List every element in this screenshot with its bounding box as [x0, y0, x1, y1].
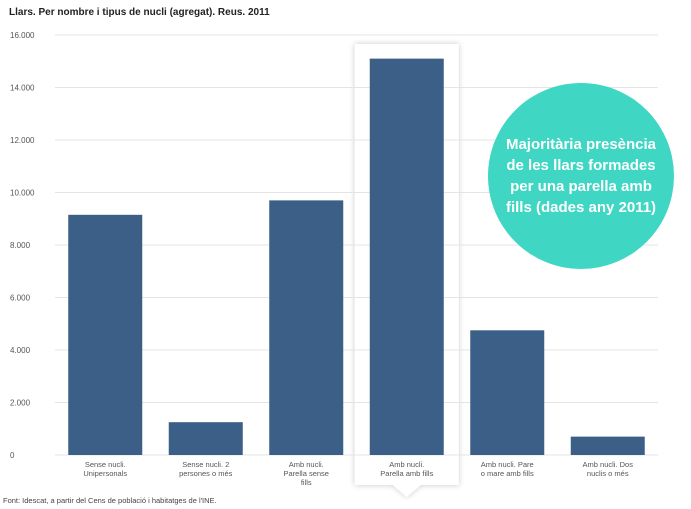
source-note: Font: Idescat, a partir del Cens de pobl…	[3, 496, 217, 505]
x-tick-label: Amb nucli. Pare o mare amb fills	[481, 460, 534, 478]
highlight-callout-bubble: Majoritària presència de les llars forma…	[488, 83, 674, 269]
x-tick-label: Amb nucli. Dos nuclis o més	[583, 460, 634, 478]
chart-title: Llars. Per nombre i tipus de nucli (agre…	[9, 7, 270, 18]
y-tick-label: 12.000	[10, 136, 35, 145]
bar	[369, 58, 444, 455]
x-tick-label: Sense nucli. 2 persones o més	[179, 460, 233, 478]
y-tick-label: 6.000	[10, 294, 31, 303]
y-tick-label: 2.000	[10, 399, 31, 408]
x-tick-label: Amb nucli. Parella sense fills	[284, 460, 329, 487]
bar	[470, 330, 545, 455]
bar	[269, 200, 344, 455]
y-tick-label: 8.000	[10, 241, 31, 250]
callout-text: Majoritària presència de les llars forma…	[505, 136, 657, 216]
y-tick-label: 14.000	[10, 84, 35, 93]
y-tick-label: 4.000	[10, 346, 31, 355]
bar	[68, 214, 143, 455]
y-tick-label: 0	[10, 451, 15, 460]
y-tick-label: 16.000	[10, 31, 35, 40]
x-tick-label: Amb nucli. Parella amb fills	[380, 460, 433, 478]
bar	[168, 422, 243, 455]
x-tick-label: Sense nucli. Unipersonals	[83, 460, 127, 478]
bar	[570, 436, 645, 455]
y-tick-label: 10.000	[10, 189, 35, 198]
